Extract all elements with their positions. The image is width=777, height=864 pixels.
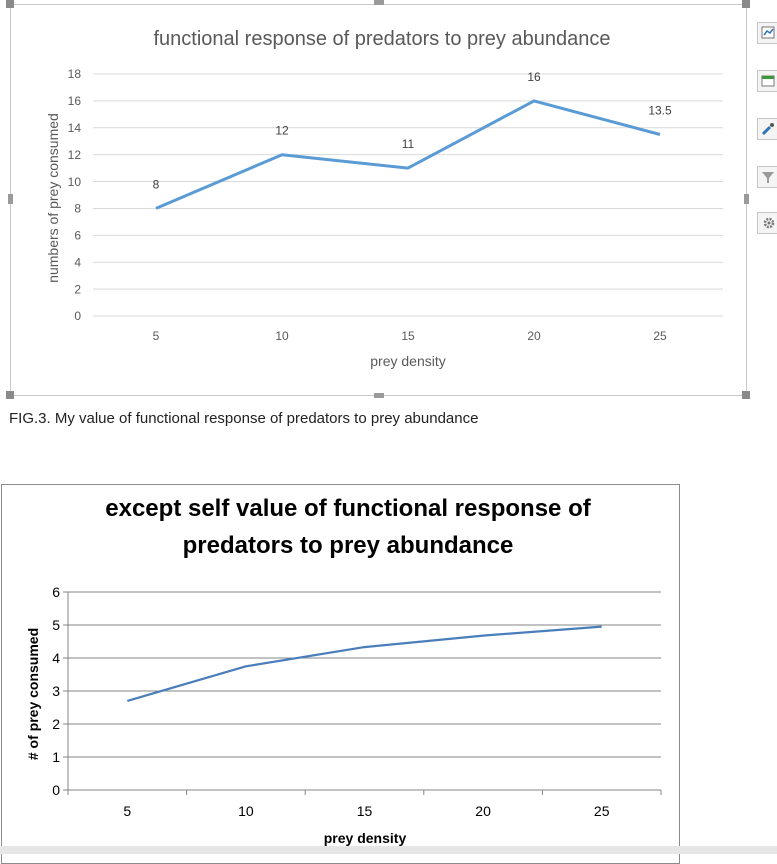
resize-handle-bottom-right[interactable] — [742, 391, 750, 399]
chart-top: functional response of predators to prey… — [45, 28, 723, 369]
y-tick-label: 0 — [52, 782, 60, 798]
y-tick-label: 14 — [68, 121, 82, 135]
x-axis-label: prey density — [324, 830, 407, 846]
brush-icon[interactable] — [757, 118, 777, 140]
chart-elements-icon[interactable] — [757, 22, 777, 44]
y-tick-label: 12 — [68, 148, 82, 162]
chart-frame-bottom[interactable] — [1, 484, 680, 864]
y-tick-label: 16 — [68, 94, 82, 108]
y-tick-label: 6 — [52, 584, 60, 600]
x-tick-label: 25 — [594, 803, 610, 819]
series-line — [126, 625, 602, 702]
y-axis-label: # of prey consumed — [25, 628, 41, 760]
resize-handle-bottom-mid[interactable] — [374, 393, 384, 398]
x-axis-label: prey density — [370, 353, 445, 369]
x-tick-label: 25 — [653, 329, 667, 343]
data-label: 12 — [275, 124, 289, 138]
y-tick-label: 4 — [74, 255, 81, 269]
chart-frame-top[interactable] — [10, 4, 747, 396]
x-tick-label: 15 — [357, 803, 373, 819]
y-tick-labels: 0 1 2 3 4 5 6 — [52, 584, 60, 798]
resize-handle-top-left[interactable] — [6, 0, 14, 8]
data-label: 16 — [527, 70, 541, 84]
x-tick-label: 15 — [401, 329, 415, 343]
x-tick-label: 10 — [275, 329, 289, 343]
x-tick-label: 5 — [123, 803, 131, 819]
figure-caption: FIG.3. My value of functional response o… — [9, 410, 479, 427]
x-tick-label: 5 — [153, 329, 160, 343]
data-label: 11 — [402, 137, 415, 151]
window-bottom-bar — [0, 846, 777, 854]
data-label: 8 — [153, 177, 160, 191]
resize-handle-top-mid[interactable] — [374, 0, 384, 5]
x-tick-label: 20 — [527, 329, 541, 343]
y-axis-label: numbers of prey consumed — [45, 113, 61, 283]
data-labels: 8 12 11 16 13.5 — [153, 70, 672, 192]
y-tick-label: 2 — [74, 282, 81, 296]
y-tick-label: 2 — [52, 716, 60, 732]
series-line — [155, 99, 661, 210]
y-tick-label: 6 — [74, 229, 81, 243]
resize-handle-top-right[interactable] — [742, 0, 750, 8]
x-tick-label: 20 — [475, 803, 491, 819]
gridlines — [93, 73, 723, 317]
chart-bottom: except self value of functional response… — [25, 495, 662, 846]
chart-title-line-1: except self value of functional response… — [105, 495, 591, 522]
x-tick-labels: 5 10 15 20 25 — [153, 329, 667, 343]
resize-handle-right-mid[interactable] — [744, 194, 749, 204]
y-tick-label: 10 — [68, 175, 82, 189]
gridlines — [63, 591, 662, 795]
x-tick-labels: 5 10 15 20 25 — [123, 803, 609, 819]
y-tick-label: 5 — [52, 617, 60, 633]
chart-title-line-2: predators to prey abundance — [183, 532, 514, 559]
chart-styles-icon[interactable] — [757, 70, 777, 92]
y-tick-label: 3 — [52, 683, 60, 699]
y-tick-label: 18 — [68, 67, 82, 81]
y-tick-label: 4 — [52, 650, 60, 666]
chart-side-toolbar — [755, 0, 777, 250]
resize-handle-left-mid[interactable] — [8, 194, 13, 204]
filter-icon[interactable] — [757, 166, 777, 188]
resize-handle-bottom-left[interactable] — [6, 391, 14, 399]
y-tick-label: 8 — [74, 202, 81, 216]
data-label: 13.5 — [648, 104, 672, 118]
y-tick-labels: 0 2 4 6 8 10 12 14 16 18 — [68, 67, 82, 323]
x-tick-label: 10 — [238, 803, 254, 819]
gear-icon[interactable] — [757, 212, 777, 234]
y-tick-label: 0 — [74, 309, 81, 323]
y-tick-label: 1 — [52, 749, 60, 765]
chart-title: functional response of predators to prey… — [154, 28, 611, 50]
